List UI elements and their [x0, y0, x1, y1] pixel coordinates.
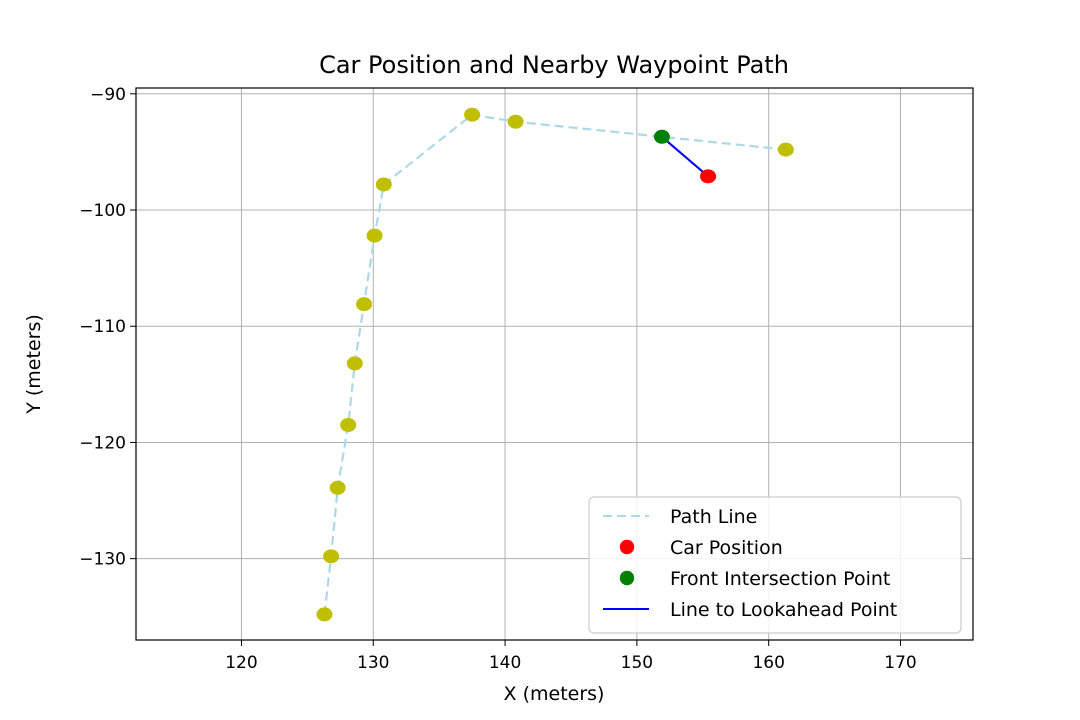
- x-tick-label: 120: [225, 653, 257, 673]
- waypoint-marker: [356, 297, 373, 312]
- legend-lookahead-line-label: Line to Lookahead Point: [670, 599, 897, 621]
- waypoint-marker: [340, 418, 357, 433]
- chart-title: Car Position and Nearby Waypoint Path: [319, 51, 789, 79]
- x-tick-label: 150: [621, 653, 653, 673]
- legend-car-position-label: Car Position: [670, 537, 783, 559]
- waypoint-marker: [346, 356, 363, 371]
- waypoint-marker: [464, 107, 481, 122]
- y-tick-label: −120: [79, 433, 126, 453]
- grid-layer: [136, 88, 973, 640]
- y-tick-label: −100: [79, 201, 126, 221]
- legend-front-intersection-swatch: [619, 570, 635, 586]
- waypoint-marker: [375, 177, 392, 192]
- y-tick-label: −130: [79, 550, 126, 570]
- lookahead-line: [661, 136, 709, 178]
- waypoint-marker: [366, 228, 383, 243]
- y-axis-label: Y (meters): [23, 314, 45, 415]
- x-tick-label: 160: [752, 653, 784, 673]
- plot-frame: [135, 87, 974, 641]
- y-tick-label: −90: [90, 85, 126, 105]
- legend-car-position-swatch: [619, 539, 635, 555]
- legend: Path Line Car Position Front Intersectio…: [588, 496, 962, 634]
- tick-layer: 120 130 140 150 160 170 −90 −100 −110 −120 −130: [79, 85, 916, 673]
- car-position-marker: [700, 169, 717, 184]
- waypoint-marker: [323, 549, 340, 564]
- data-layer: [316, 107, 794, 622]
- waypoint-marker: [316, 607, 333, 622]
- front-intersection-point: [653, 129, 670, 144]
- waypoint-marker: [777, 142, 794, 157]
- y-tick-label: −110: [79, 317, 126, 337]
- x-tick-label: 130: [357, 653, 389, 673]
- x-tick-label: 140: [489, 653, 521, 673]
- waypoint-marker: [329, 480, 346, 495]
- x-tick-label: 170: [884, 653, 916, 673]
- legend-box: [588, 496, 962, 634]
- legend-path-line-label: Path Line: [670, 506, 757, 528]
- legend-front-intersection-label: Front Intersection Point: [670, 568, 890, 590]
- x-axis-label: X (meters): [504, 683, 605, 705]
- waypoint-marker: [507, 114, 524, 129]
